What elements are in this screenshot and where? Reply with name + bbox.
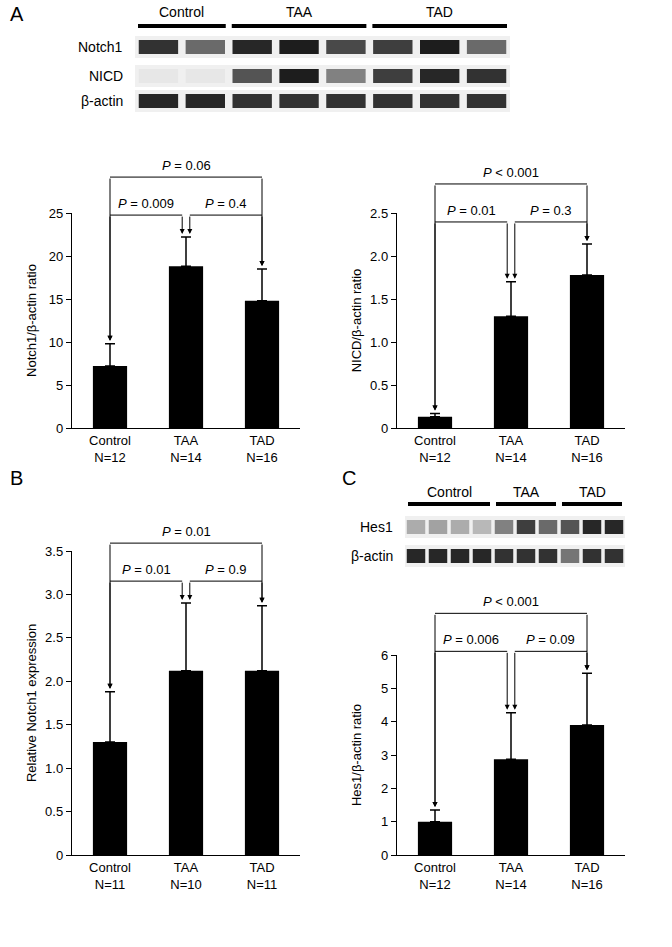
svg-text:β-actin: β-actin [351,548,393,564]
svg-text:Hes1/β-actin ratio: Hes1/β-actin ratio [349,704,364,806]
svg-text:1.0: 1.0 [370,335,388,350]
svg-text:Notch1/β-actin ratio: Notch1/β-actin ratio [24,264,39,377]
svg-text:Control: Control [159,4,204,20]
svg-text:5: 5 [381,681,388,696]
svg-text:0: 0 [381,848,388,863]
svg-text:1: 1 [381,814,388,829]
svg-text:TAAN=14: TAAN=14 [495,433,526,465]
svg-text:ControlN=12: ControlN=12 [89,433,131,465]
svg-text:C: C [342,467,356,489]
svg-text:P = 0.01: P = 0.01 [447,203,496,218]
svg-text:P = 0.01: P = 0.01 [122,562,171,577]
svg-text:TAA: TAA [513,484,540,500]
svg-text:3: 3 [381,748,388,763]
svg-text:ControlN=12: ControlN=12 [414,433,456,465]
svg-text:2.0: 2.0 [370,249,388,264]
svg-text:TAD: TAD [579,484,606,500]
svg-text:1.0: 1.0 [45,761,63,776]
svg-text:P = 0.09: P = 0.09 [526,632,575,647]
svg-text:3.0: 3.0 [45,587,63,602]
svg-text:TADN=16: TADN=16 [571,433,602,465]
svg-text:Notch1: Notch1 [78,39,123,55]
svg-text:P < 0.001: P < 0.001 [483,594,539,609]
svg-text:P = 0.3: P = 0.3 [530,203,572,218]
svg-text:2.0: 2.0 [45,674,63,689]
svg-text:TADN=16: TADN=16 [571,860,602,892]
svg-text:2.5: 2.5 [370,206,388,221]
svg-text:1.5: 1.5 [45,717,63,732]
svg-text:4: 4 [381,714,388,729]
svg-text:Relative Notch1 expression: Relative Notch1 expression [24,624,39,782]
svg-text:2: 2 [381,781,388,796]
svg-text:5: 5 [56,378,63,393]
svg-text:0: 0 [56,848,63,863]
svg-text:15: 15 [49,292,63,307]
svg-text:P = 0.009: P = 0.009 [118,196,174,211]
svg-text:NICD: NICD [89,68,123,84]
svg-text:TAD: TAD [426,4,453,20]
svg-text:TADN=16: TADN=16 [246,433,277,465]
svg-text:P < 0.001: P < 0.001 [483,165,539,180]
svg-text:10: 10 [49,335,63,350]
svg-text:TAA: TAA [286,4,313,20]
svg-text:NICD/β-actin ratio: NICD/β-actin ratio [349,269,364,373]
svg-text:P = 0.06: P = 0.06 [162,158,211,173]
svg-text:6: 6 [381,648,388,663]
svg-text:20: 20 [49,249,63,264]
svg-text:P = 0.4: P = 0.4 [205,196,247,211]
svg-text:ControlN=12: ControlN=12 [414,860,456,892]
svg-text:TAAN=10: TAAN=10 [170,860,201,892]
svg-text:P = 0.006: P = 0.006 [443,632,499,647]
svg-text:TAAN=14: TAAN=14 [170,433,201,465]
svg-text:0.5: 0.5 [45,804,63,819]
svg-text:P = 0.9: P = 0.9 [205,562,247,577]
svg-text:Hes1: Hes1 [360,519,393,535]
svg-text:TAAN=14: TAAN=14 [495,860,526,892]
svg-text:25: 25 [49,206,63,221]
svg-text:0.5: 0.5 [370,378,388,393]
svg-text:A: A [10,3,24,25]
svg-text:0: 0 [381,421,388,436]
svg-text:2.5: 2.5 [45,630,63,645]
svg-text:3.5: 3.5 [45,544,63,559]
svg-text:ControlN=11: ControlN=11 [89,860,131,892]
svg-text:B: B [10,467,23,489]
svg-text:Control: Control [427,484,472,500]
svg-text:P = 0.01: P = 0.01 [162,524,211,539]
svg-text:1.5: 1.5 [370,292,388,307]
svg-text:β-actin: β-actin [81,93,123,109]
svg-text:0: 0 [56,421,63,436]
svg-text:TADN=11: TADN=11 [247,860,277,892]
